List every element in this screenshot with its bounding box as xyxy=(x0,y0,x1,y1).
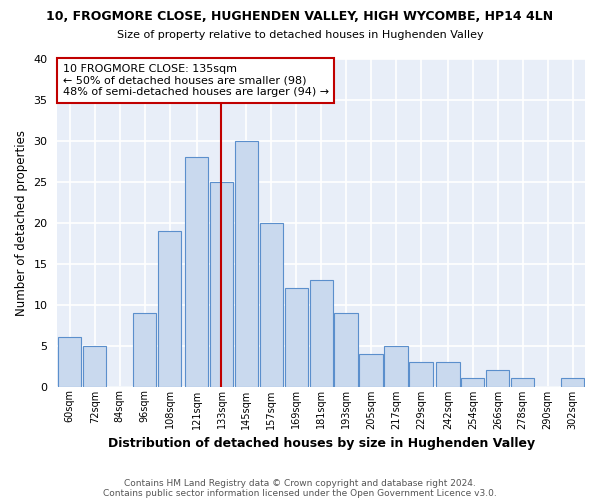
Text: Size of property relative to detached houses in Hughenden Valley: Size of property relative to detached ho… xyxy=(116,30,484,40)
Bar xyxy=(310,280,333,386)
Bar xyxy=(158,231,181,386)
Bar xyxy=(260,223,283,386)
Bar xyxy=(83,346,106,387)
Bar xyxy=(284,288,308,386)
Bar xyxy=(133,313,156,386)
Bar xyxy=(334,313,358,386)
Text: Contains public sector information licensed under the Open Government Licence v3: Contains public sector information licen… xyxy=(103,488,497,498)
Bar xyxy=(486,370,509,386)
Bar xyxy=(235,141,258,386)
Bar xyxy=(359,354,383,386)
Bar xyxy=(461,378,484,386)
X-axis label: Distribution of detached houses by size in Hughenden Valley: Distribution of detached houses by size … xyxy=(107,437,535,450)
Y-axis label: Number of detached properties: Number of detached properties xyxy=(15,130,28,316)
Bar xyxy=(185,158,208,386)
Bar xyxy=(409,362,433,386)
Bar xyxy=(436,362,460,386)
Bar xyxy=(385,346,407,387)
Text: Contains HM Land Registry data © Crown copyright and database right 2024.: Contains HM Land Registry data © Crown c… xyxy=(124,478,476,488)
Bar xyxy=(561,378,584,386)
Text: 10, FROGMORE CLOSE, HUGHENDEN VALLEY, HIGH WYCOMBE, HP14 4LN: 10, FROGMORE CLOSE, HUGHENDEN VALLEY, HI… xyxy=(46,10,554,23)
Bar xyxy=(511,378,535,386)
Bar xyxy=(210,182,233,386)
Bar xyxy=(58,338,82,386)
Text: 10 FROGMORE CLOSE: 135sqm
← 50% of detached houses are smaller (98)
48% of semi-: 10 FROGMORE CLOSE: 135sqm ← 50% of detac… xyxy=(62,64,329,97)
